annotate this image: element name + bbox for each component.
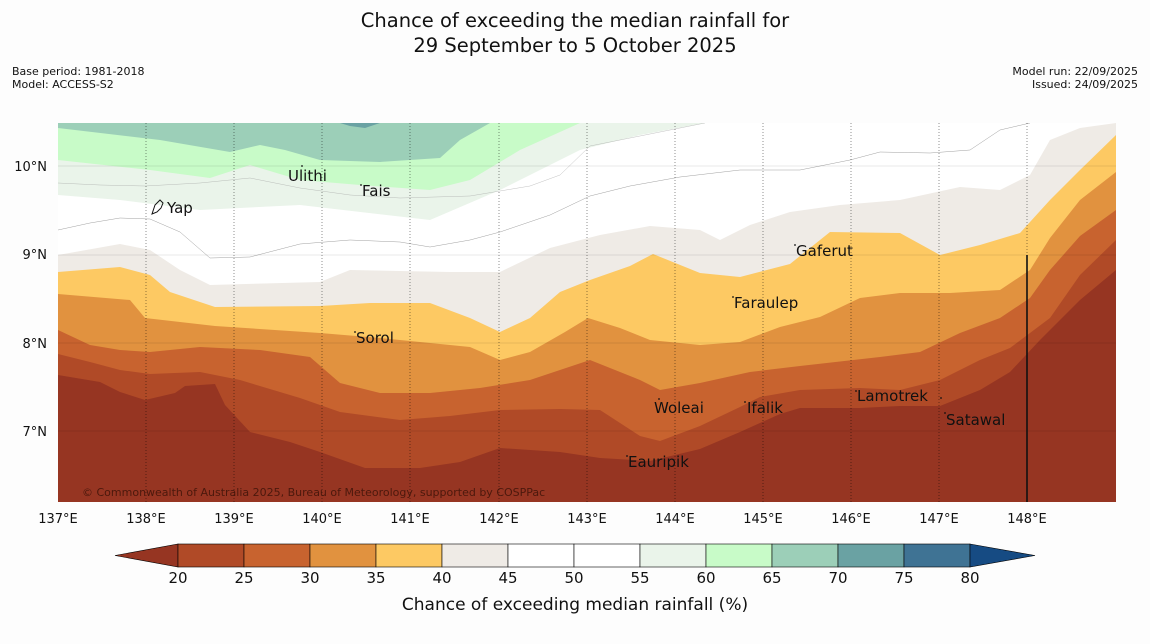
- lat-label: 7°N: [23, 425, 48, 440]
- colorbar-tick: 65: [762, 569, 781, 587]
- lon-label: 144°E: [655, 512, 695, 527]
- colorbar: [114, 543, 1036, 568]
- colorbar-tick: 30: [300, 569, 319, 587]
- lon-label: 146°E: [831, 512, 871, 527]
- place-label-sorol: Sorol: [356, 329, 394, 347]
- lon-label: 140°E: [302, 512, 342, 527]
- place-label-faraulep: Faraulep: [734, 294, 798, 312]
- place-label-ifalik: Ifalik: [747, 399, 783, 417]
- colorbar-segment: [507, 543, 575, 568]
- band-below-20: [58, 270, 1116, 502]
- model-run-date: Model run: 22/09/2025: [1012, 65, 1138, 78]
- lon-label: 142°E: [479, 512, 519, 527]
- band-70-75: [340, 123, 380, 128]
- place-label-lamotrek: Lamotrek: [857, 387, 928, 405]
- base-period: Base period: 1981-2018: [12, 65, 145, 78]
- lon-label: 141°E: [390, 512, 430, 527]
- place-label-gaferut: Gaferut: [796, 242, 853, 260]
- lon-label: 148°E: [1007, 512, 1047, 527]
- colorbar-tick: 55: [630, 569, 649, 587]
- colorbar-tick: 40: [432, 569, 451, 587]
- place-label-fais: Fais: [362, 182, 391, 200]
- lon-label: 139°E: [214, 512, 254, 527]
- lon-label: 138°E: [126, 512, 166, 527]
- meta-right: Model run: 22/09/2025 Issued: 24/09/2025: [1012, 65, 1138, 91]
- yap-island-outline: [151, 199, 164, 215]
- longitude-labels: 137°E 138°E 139°E 140°E 141°E 142°E 143°…: [38, 512, 1047, 527]
- chart-title-line-2: 29 September to 5 October 2025: [413, 34, 737, 57]
- lon-label: 145°E: [743, 512, 783, 527]
- chart-title-line-1: Chance of exceeding the median rainfall …: [360, 9, 790, 32]
- colorbar-extend-high: [969, 543, 1036, 568]
- band-65-70: [58, 123, 490, 162]
- colorbar-segment: [573, 543, 641, 568]
- place-label-yap: Yap: [166, 199, 193, 217]
- colorbar-segment: [705, 543, 773, 568]
- place-label-satawal: Satawal: [946, 411, 1005, 429]
- colorbar-segment: [375, 543, 443, 568]
- colorbar-ticks: 20 25 30 35 40 45 50 55 60 65 70 75 80: [168, 569, 979, 587]
- colorbar-tick: 60: [696, 569, 715, 587]
- place-labels: Yap Ulithi Fais Gaferut Faraulep Sorol W…: [166, 167, 1005, 471]
- lon-label: 147°E: [919, 512, 959, 527]
- colorbar-tick: 20: [168, 569, 187, 587]
- colorbar-tick: 35: [366, 569, 385, 587]
- place-markers: [301, 165, 946, 457]
- colorbar-tick: 45: [498, 569, 517, 587]
- lon-label: 143°E: [567, 512, 607, 527]
- colorbar-segment: [903, 543, 971, 568]
- colorbar-segment: [639, 543, 707, 568]
- lat-label: 8°N: [23, 337, 48, 352]
- lat-label: 9°N: [23, 248, 48, 263]
- copyright-notice: © Commonwealth of Australia 2025, Bureau…: [82, 486, 545, 499]
- colorbar-segment: [309, 543, 377, 568]
- colorbar-tick: 50: [564, 569, 583, 587]
- colorbar-tick: 70: [828, 569, 847, 587]
- grid-lines: [58, 123, 1116, 502]
- meta-left: Base period: 1981-2018 Model: ACCESS-S2: [12, 65, 144, 91]
- place-label-eauripik: Eauripik: [628, 453, 689, 471]
- issued-date: Issued: 24/09/2025: [1031, 78, 1138, 91]
- place-label-ulithi: Ulithi: [288, 167, 327, 185]
- colorbar-extend-low: [114, 543, 179, 568]
- lon-label: 137°E: [38, 512, 78, 527]
- lat-label: 10°N: [14, 160, 47, 175]
- colorbar-segment: [177, 543, 245, 568]
- colorbar-tick: 80: [960, 569, 979, 587]
- colorbar-tick: 75: [894, 569, 913, 587]
- place-label-woleai: Woleai: [654, 399, 704, 417]
- latitude-labels: 10°N 9°N 8°N 7°N: [14, 160, 47, 440]
- colorbar-tick: 25: [234, 569, 253, 587]
- colorbar-segment: [837, 543, 905, 568]
- model-name: Model: ACCESS-S2: [12, 78, 114, 91]
- colorbar-segment: [243, 543, 311, 568]
- colorbar-label: Chance of exceeding median rainfall (%): [402, 595, 748, 615]
- colorbar-segment: [441, 543, 509, 568]
- colorbar-segment: [771, 543, 839, 568]
